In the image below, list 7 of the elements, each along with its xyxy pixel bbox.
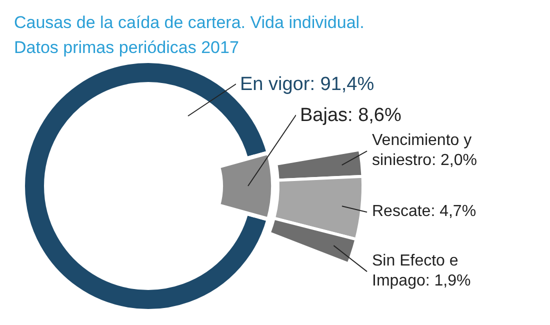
slice-label: Sin Efecto e Impago: 1,9%: [372, 252, 471, 290]
slice-label: Bajas: 8,6%: [300, 105, 402, 126]
slice-label: En vigor: 91,4%: [240, 74, 374, 95]
slice-label: Vencimiento y siniestro: 2,0%: [372, 132, 477, 170]
chart-title: Causas de la caída de cartera. Vida individual.: [14, 13, 364, 32]
chart-subtitle: Datos primas periódicas 2017: [14, 38, 239, 57]
slice-label: Rescate: 4,7%: [372, 203, 476, 220]
